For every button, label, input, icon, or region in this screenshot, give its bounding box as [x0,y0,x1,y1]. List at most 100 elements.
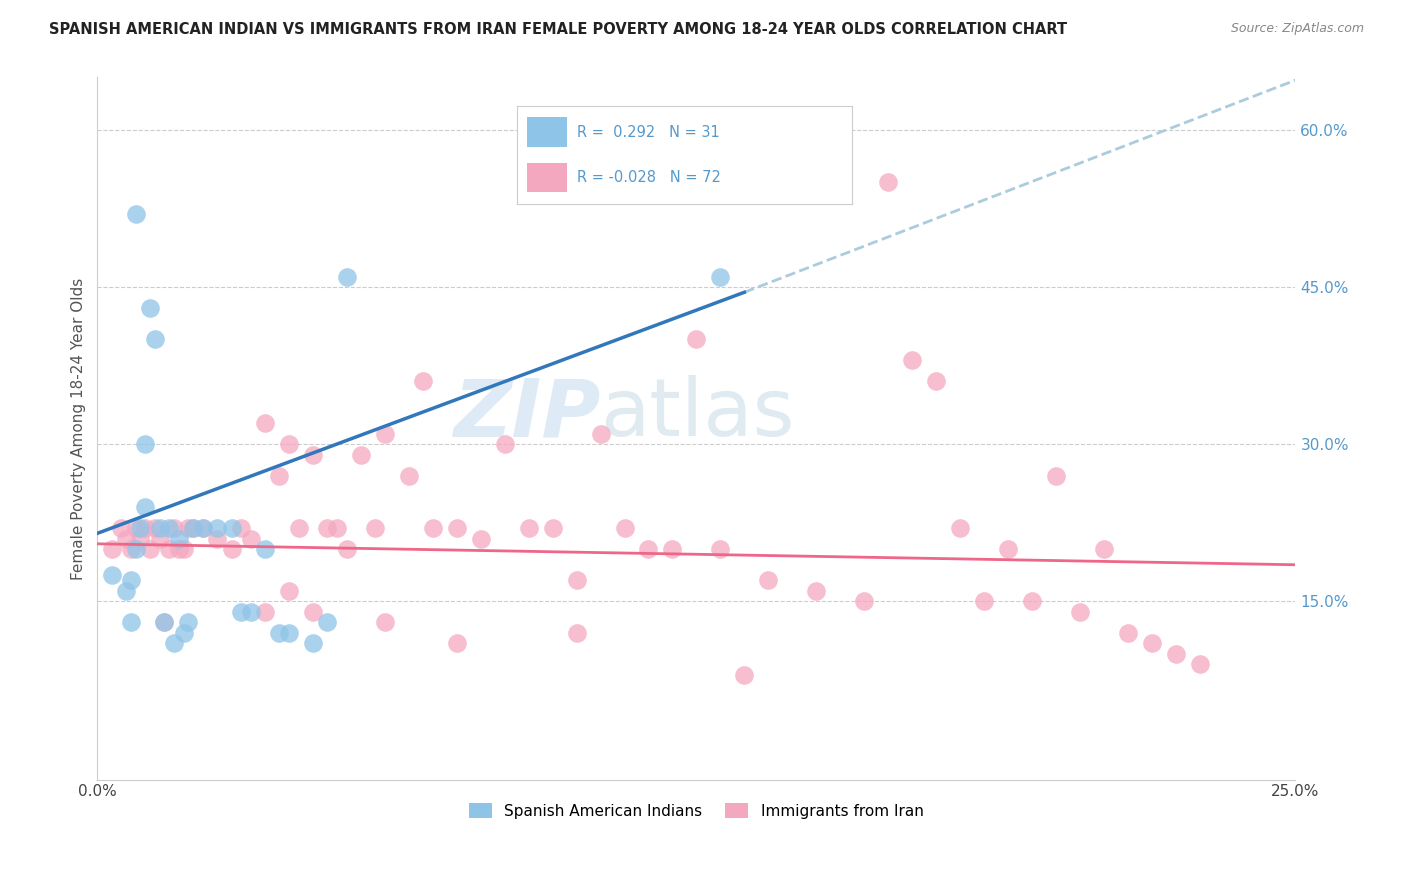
Point [269,468,291,483]
Point [302,636,325,650]
Text: atlas: atlas [600,376,794,453]
Point [125,542,148,557]
Point [470,532,492,546]
Point [110,521,132,535]
Point [316,615,339,630]
Point [589,426,612,441]
Point [997,542,1019,557]
Point [149,532,172,546]
Point [302,605,325,619]
Point [756,574,779,588]
Point [181,521,204,535]
Point [412,375,434,389]
Point [1140,636,1163,650]
Point [115,532,138,546]
Point [1045,468,1067,483]
Point [134,437,156,451]
Point [177,521,200,535]
Point [877,175,900,189]
Text: ZIP: ZIP [453,376,600,453]
Point [120,574,142,588]
Point [229,521,252,535]
Point [446,636,468,650]
Point [205,532,228,546]
Point [949,521,972,535]
Point [100,542,122,557]
Point [120,615,142,630]
Point [973,594,995,608]
Point [115,584,138,599]
Point [709,269,731,284]
Point [709,542,731,557]
Point [143,333,166,347]
Point [374,615,396,630]
Point [925,375,948,389]
Point [177,615,200,630]
Point [565,574,588,588]
Point [374,426,396,441]
Y-axis label: Female Poverty Among 18-24 Year Olds: Female Poverty Among 18-24 Year Olds [72,277,86,580]
Point [153,615,176,630]
Point [901,353,924,368]
Point [167,532,190,546]
Point [239,532,262,546]
Point [134,500,156,515]
Point [125,521,148,535]
Point [157,521,180,535]
Point [173,542,195,557]
Point [254,605,277,619]
Point [1188,657,1211,672]
Point [134,521,156,535]
Point [239,605,262,619]
Point [326,521,349,535]
Text: SPANISH AMERICAN INDIAN VS IMMIGRANTS FROM IRAN FEMALE POVERTY AMONG 18-24 YEAR : SPANISH AMERICAN INDIAN VS IMMIGRANTS FR… [49,22,1067,37]
Point [613,521,636,535]
Point [278,626,301,640]
Point [149,521,172,535]
Point [125,207,148,221]
Point [446,521,468,535]
Point [254,417,277,431]
Point [139,542,162,557]
Point [221,521,243,535]
Point [316,521,339,535]
Point [806,584,828,599]
Point [167,542,190,557]
Point [191,521,214,535]
Point [637,542,659,557]
Point [278,584,301,599]
Point [139,301,162,315]
Point [1116,626,1139,640]
Point [287,521,309,535]
Point [517,521,540,535]
Point [153,615,176,630]
Point [120,542,142,557]
Point [163,636,186,650]
Point [494,437,516,451]
Point [565,626,588,640]
Point [302,448,325,462]
Point [335,269,357,284]
Point [853,594,876,608]
Point [100,568,122,582]
Legend: Spanish American Indians, Immigrants from Iran: Spanish American Indians, Immigrants fro… [463,797,929,824]
Point [350,448,373,462]
Point [733,668,755,682]
Point [1069,605,1091,619]
Point [398,468,420,483]
Point [422,521,444,535]
Point [157,542,180,557]
Point [685,333,707,347]
Point [364,521,387,535]
Point [1164,647,1187,661]
Point [1092,542,1115,557]
Point [269,626,291,640]
Point [129,532,152,546]
Point [205,521,228,535]
Point [229,605,252,619]
Point [335,542,357,557]
Point [191,521,214,535]
Point [173,626,195,640]
Text: Source: ZipAtlas.com: Source: ZipAtlas.com [1230,22,1364,36]
Point [254,542,277,557]
